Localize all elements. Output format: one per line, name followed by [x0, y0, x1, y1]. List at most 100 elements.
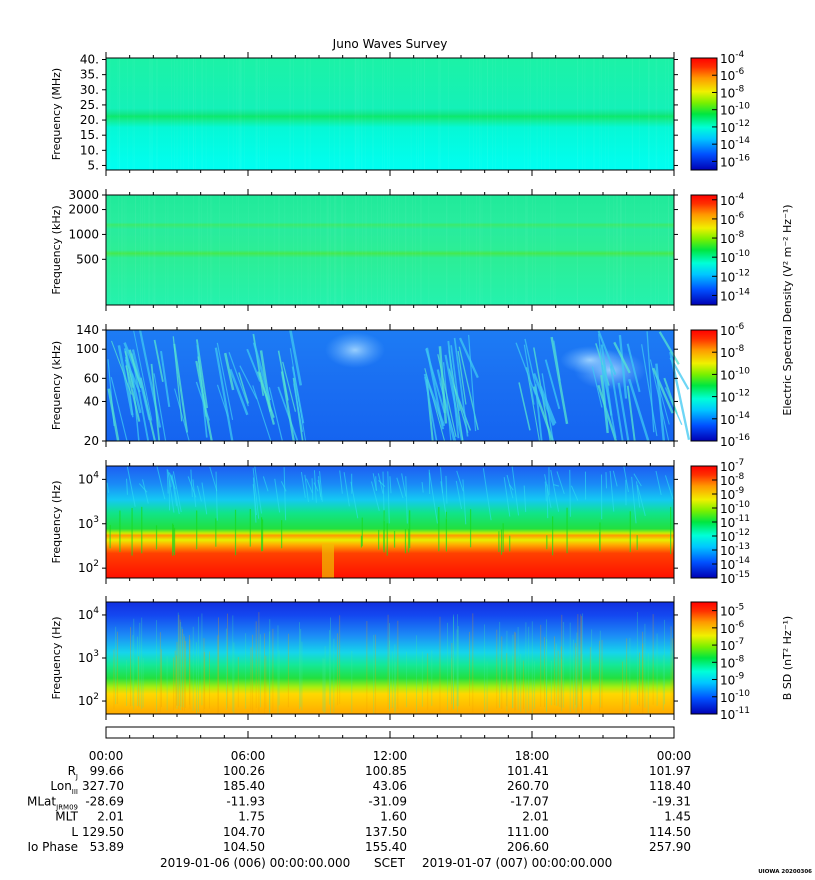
ephemeris-value: 104.70	[223, 825, 265, 839]
colorbar-tick-label: 10-12	[720, 528, 750, 544]
ephemeris-value: 100.85	[365, 764, 407, 778]
colorbar-tick-label: 10-8	[720, 472, 745, 488]
footer-scet: SCET	[374, 856, 406, 870]
colorbar-tick-label: 10-6	[720, 67, 745, 83]
time-tick-label: 12:00	[373, 749, 408, 763]
footer-end: 2019-01-07 (007) 00:00:00.000	[422, 856, 612, 870]
colorbar-tick-label: 10-12	[720, 119, 750, 135]
ytick-label: 3000	[68, 188, 99, 202]
colorbar-3	[690, 329, 718, 442]
ephemeris-value: 137.50	[365, 825, 407, 839]
ephemeris-value: 185.40	[223, 779, 265, 793]
colorbar-tick-label: 10-10	[720, 689, 750, 705]
ytick-label: 1000	[68, 227, 99, 241]
ephemeris-value: 1.45	[664, 810, 691, 824]
colorbar-tick-label: 10-8	[720, 84, 745, 100]
colorbar-tick-label: 10-8	[720, 344, 745, 360]
panel-5: 104 103 102 Frequency (Hz) 10-510-610-710-8 1…	[50, 596, 750, 722]
ytick-label: 25.	[80, 98, 99, 112]
colorbar-tick-label: 10-8	[720, 230, 745, 246]
ylabel-3: Frequency (kHz)	[50, 341, 63, 430]
ytick-label: 40	[84, 394, 99, 408]
ephemeris-value: 2.01	[97, 810, 124, 824]
ytick-label: 102	[78, 559, 99, 575]
ytick-label: 104	[78, 606, 99, 622]
time-tick-label: 00:00	[657, 749, 692, 763]
ephemeris-value: -11.93	[226, 794, 265, 808]
ytick-label: 20.	[80, 113, 99, 127]
ytick-label: 140	[76, 323, 99, 337]
ytick-label: 5.	[88, 158, 99, 172]
colorbar-tick-label: 10-16	[720, 153, 750, 169]
spectrogram-texture-4	[106, 465, 674, 578]
ephemeris-value: 1.75	[238, 810, 265, 824]
spectrogram-texture-1	[109, 58, 669, 170]
ytick-label: 103	[78, 515, 99, 531]
magnetic-colorbar-label: B SD (nT² Hz⁻¹)	[781, 616, 794, 700]
footer-start: 2019-01-06 (006) 00:00:00.000	[160, 856, 350, 870]
ytick-label: 30.	[80, 83, 99, 97]
colorbar-1	[690, 57, 718, 171]
colorbar-tick-label: 10-4	[720, 192, 745, 208]
colorbar-tick-label: 10-4	[720, 50, 745, 66]
ytick-label: 500	[76, 252, 99, 266]
spectrogram-texture-5	[113, 612, 673, 714]
ephemeris-value: 155.40	[365, 840, 407, 854]
ylabel-2: Frequency (kHz)	[50, 205, 63, 294]
colorbar-tick-label: 10-14	[720, 411, 750, 427]
colorbar-tick-label: 10-8	[720, 654, 745, 670]
ephemeris-value: 104.50	[223, 840, 265, 854]
figure-title: Juno Waves Survey	[332, 37, 448, 51]
ephemeris-value: 2.01	[522, 810, 549, 824]
ephemeris-value: 114.50	[649, 825, 691, 839]
ephemeris-value: -28.69	[85, 794, 124, 808]
electric-colorbar-label: Electric Spectral Density (V² m⁻² Hz⁻¹)	[781, 204, 794, 415]
ephemeris-value: 206.60	[507, 840, 549, 854]
panel-1: 40.35.30.25.20.15.10.5. Frequency (MHz) 10…	[50, 50, 750, 176]
ephemeris-value: 43.06	[373, 779, 407, 793]
ytick-label: 10.	[80, 143, 99, 157]
ephemeris-value: 327.70	[82, 779, 124, 793]
spectrogram-2	[106, 195, 674, 305]
ylabel-4: Frequency (Hz)	[50, 481, 63, 564]
ephemeris-value: -31.09	[368, 794, 407, 808]
spectrogram-texture-3	[107, 329, 691, 442]
colorbar-tick-label: 10-10	[720, 102, 750, 118]
time-tick-label: 00:00	[89, 749, 124, 763]
colorbar-tick-label: 10-5	[720, 603, 744, 619]
time-tick-label: 18:00	[515, 749, 550, 763]
ephemeris-label: L	[71, 825, 78, 839]
spectrogram-texture-2	[106, 195, 669, 305]
colorbar-tick-label: 10-14	[720, 556, 750, 572]
ephemeris-label: Io Phase	[27, 840, 78, 854]
ytick-label: 100	[76, 342, 99, 356]
spectrogram-5	[106, 602, 674, 714]
ephemeris-value: 99.66	[90, 764, 124, 778]
ephemeris-value: 111.00	[507, 825, 549, 839]
ephemeris-label: MLT	[55, 810, 78, 824]
ytick-label: 104	[78, 470, 99, 486]
ephemeris-value: 100.26	[223, 764, 265, 778]
colorbar-tick-label: 10-14	[720, 136, 750, 152]
ytick-label: 103	[78, 649, 99, 665]
panel-3: 140 100 60 40 20 Frequency (kHz) 10-6 10-8 10-10…	[50, 322, 750, 449]
colorbar-tick-label: 10-7	[720, 458, 744, 474]
ephemeris-value: -17.07	[510, 794, 549, 808]
colorbar-tick-label: 10-7	[720, 637, 744, 653]
ephemeris-label: MLatJRM09	[27, 794, 78, 811]
ephemeris-value: 53.89	[90, 840, 124, 854]
ephemeris-value: 260.70	[507, 779, 549, 793]
ylabel-1: Frequency (MHz)	[50, 68, 63, 160]
time-tick-label: 06:00	[231, 749, 266, 763]
ephemeris-value: -19.31	[652, 794, 691, 808]
colorbar-tick-label: 10-15	[720, 570, 750, 586]
ephemeris-value: 1.60	[380, 810, 407, 824]
colorbar-tick-label: 10-9	[720, 486, 745, 502]
ephemeris-value: 118.40	[649, 779, 691, 793]
colorbar-tick-label: 10-11	[720, 706, 750, 722]
footer-stamp: UIOWA 20200306	[758, 869, 812, 875]
ephemeris-label: LonIII	[50, 779, 78, 796]
colorbar-tick-label: 10-16	[720, 433, 750, 449]
colorbar-tick-label: 10-10	[720, 500, 750, 516]
